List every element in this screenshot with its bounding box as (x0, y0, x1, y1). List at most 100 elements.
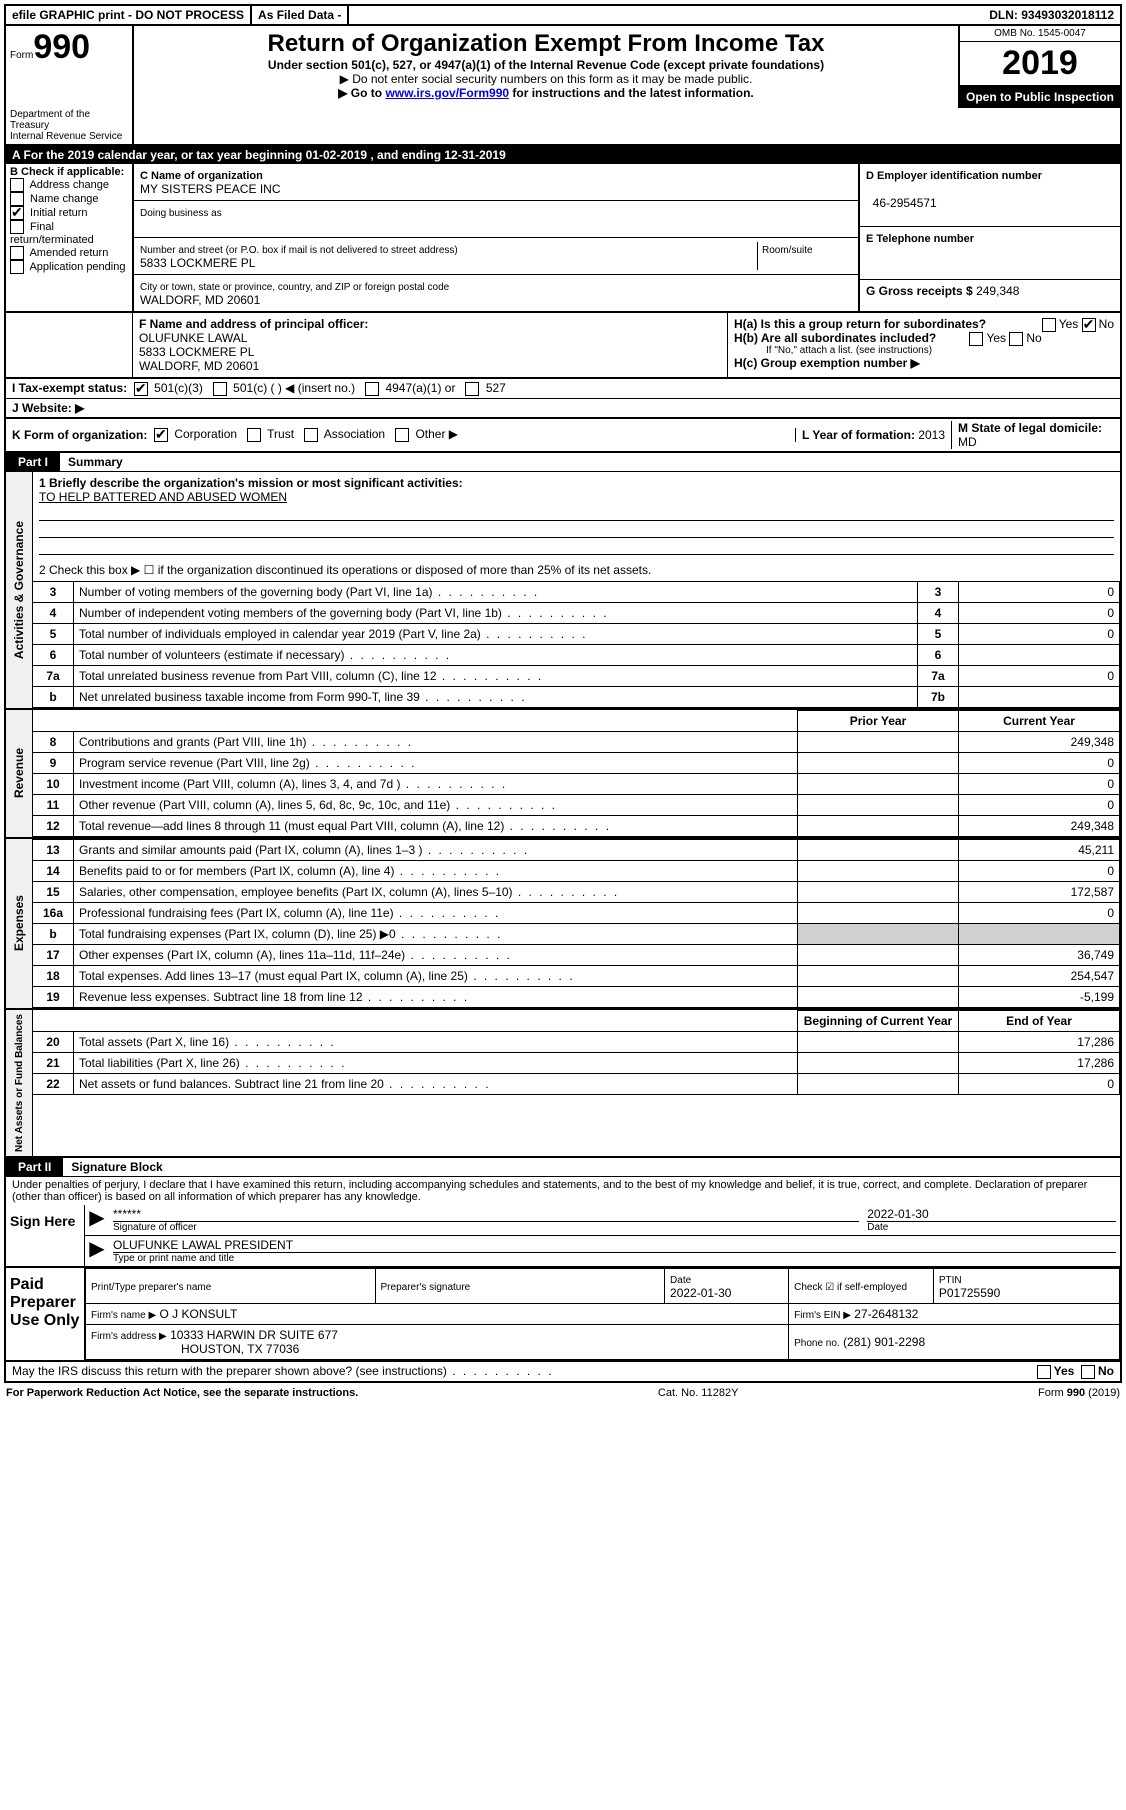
b-checkbox[interactable] (10, 178, 24, 192)
i-checkbox[interactable] (134, 382, 148, 396)
form-header: Form990 Return of Organization Exempt Fr… (4, 26, 1122, 108)
city-state-zip: WALDORF, MD 20601 (140, 293, 260, 307)
g-label: G Gross receipts $ (866, 284, 973, 298)
dept-row: Department of the Treasury Internal Reve… (4, 107, 1122, 146)
firm-addr: 10333 HARWIN DR SUITE 677 (170, 1328, 338, 1342)
q1-label: 1 Briefly describe the organization's mi… (39, 476, 463, 490)
hb-no-checkbox[interactable] (1009, 332, 1023, 346)
tax-year: 2019 (960, 41, 1120, 86)
room-label: Room/suite (762, 245, 813, 256)
part2-tab: Part II (6, 1158, 63, 1176)
perjury-text: Under penalties of perjury, I declare th… (4, 1177, 1122, 1205)
discuss-yes-checkbox[interactable] (1037, 1365, 1051, 1379)
city-label: City or town, state or province, country… (140, 282, 449, 293)
i-checkbox[interactable] (365, 382, 379, 396)
org-name: MY SISTERS PEACE INC (140, 182, 280, 196)
k-checkbox[interactable] (154, 428, 168, 442)
row-klm: K Form of organization: Corporation Trus… (4, 419, 1122, 453)
b-label: B Check if applicable: (10, 166, 128, 178)
ha-no-checkbox[interactable] (1082, 318, 1096, 332)
vtab-expenses: Expenses (10, 891, 28, 955)
vtab-netassets: Net Assets or Fund Balances (12, 1010, 27, 1156)
revenue-section: Revenue Prior YearCurrent Year8Contribut… (4, 710, 1122, 839)
sig-date: 2022-01-30 (867, 1207, 1116, 1222)
i-checkbox[interactable] (465, 382, 479, 396)
asfiled-label: As Filed Data - (252, 6, 349, 24)
note-ssn: ▶ Do not enter social security numbers o… (138, 72, 954, 86)
top-bar: efile GRAPHIC print - DO NOT PROCESS As … (4, 4, 1122, 26)
ha-label: H(a) Is this a group return for subordin… (734, 317, 986, 331)
ha-yes-checkbox[interactable] (1042, 318, 1056, 332)
hb-label: H(b) Are all subordinates included? (734, 331, 936, 345)
paid-preparer-label: Paid Preparer Use Only (6, 1268, 84, 1360)
b-item: Address change (10, 178, 128, 192)
form-number: 990 (33, 28, 90, 66)
dln: DLN: 93493032018112 (983, 6, 1120, 24)
q2-label: 2 Check this box ▶ ☐ if the organization… (33, 559, 1120, 581)
k-checkbox[interactable] (395, 428, 409, 442)
officer-name-title: OLUFUNKE LAWAL PRESIDENT (113, 1238, 1116, 1253)
irs-link[interactable]: www.irs.gov/Form990 (385, 86, 509, 100)
row-j: J Website: ▶ (4, 399, 1122, 419)
b-checkbox[interactable] (10, 220, 24, 234)
discuss-no-checkbox[interactable] (1081, 1365, 1095, 1379)
omb-number: OMB No. 1545-0047 (960, 26, 1120, 41)
form-prefix: Form (10, 50, 33, 61)
open-inspection: Open to Public Inspection (960, 86, 1120, 108)
form-subtitle: Under section 501(c), 527, or 4947(a)(1)… (138, 58, 954, 72)
prep-sig-label: Preparer's signature (381, 1282, 471, 1293)
row-a-tax-year: A For the 2019 calendar year, or tax yea… (4, 146, 1122, 164)
sign-here-label: Sign Here (6, 1205, 84, 1266)
hb-yes-checkbox[interactable] (969, 332, 983, 346)
b-checkbox[interactable] (10, 260, 24, 274)
part2-header: Part II Signature Block (4, 1158, 1122, 1177)
dba-label: Doing business as (140, 208, 222, 219)
c-label: C Name of organization (140, 170, 263, 182)
part1-title: Summary (60, 453, 131, 471)
b-item: Name change (10, 192, 128, 206)
l-val: 2013 (918, 428, 945, 442)
firm-city: HOUSTON, TX 77036 (91, 1342, 299, 1356)
b-item: Final return/terminated (10, 220, 128, 246)
section-fh: F Name and address of principal officer:… (4, 313, 1122, 379)
i-checkbox[interactable] (213, 382, 227, 396)
section-bcdeg: B Check if applicable: Address change Na… (4, 164, 1122, 313)
b-checkbox[interactable] (10, 246, 24, 260)
part1-tab: Part I (6, 453, 60, 471)
paid-preparer-section: Paid Preparer Use Only Print/Type prepar… (4, 1268, 1122, 1362)
street-address: 5833 LOCKMERE PL (140, 256, 255, 270)
q1-answer: TO HELP BATTERED AND ABUSED WOMEN (39, 490, 287, 504)
b-checkbox[interactable] (10, 206, 24, 220)
officer-sig: ****** (113, 1207, 859, 1222)
part2-title: Signature Block (63, 1158, 170, 1176)
hc-label: H(c) Group exemption number ▶ (734, 356, 920, 370)
firm-ein: 27-2648132 (854, 1307, 918, 1321)
b-item: Amended return (10, 246, 128, 260)
e-label: E Telephone number (866, 233, 974, 245)
footer-mid: Cat. No. 11282Y (658, 1387, 739, 1399)
vtab-revenue: Revenue (10, 744, 28, 802)
officer-addr1: 5833 LOCKMERE PL (139, 345, 254, 359)
efile-notice: efile GRAPHIC print - DO NOT PROCESS (6, 6, 252, 24)
h-note: If "No," attach a list. (see instruction… (734, 345, 1114, 356)
form-title: Return of Organization Exempt From Incom… (138, 30, 954, 58)
discuss-row: May the IRS discuss this return with the… (4, 1362, 1122, 1383)
officer-addr2: WALDORF, MD 20601 (139, 359, 259, 373)
i-label: I Tax-exempt status: (12, 381, 127, 395)
prep-date: 2022-01-30 (670, 1286, 731, 1300)
k-checkbox[interactable] (247, 428, 261, 442)
footer-left: For Paperwork Reduction Act Notice, see … (6, 1387, 358, 1399)
officer-name: OLUFUNKE LAWAL (139, 331, 247, 345)
k-checkbox[interactable] (304, 428, 318, 442)
prep-name-label: Print/Type preparer's name (91, 1282, 211, 1293)
self-employed: Check ☑ if self-employed (794, 1282, 907, 1293)
expenses-section: Expenses 13Grants and similar amounts pa… (4, 839, 1122, 1010)
firm-phone: (281) 901-2298 (843, 1335, 925, 1349)
m-label: M State of legal domicile: (958, 421, 1102, 435)
row-i: I Tax-exempt status: 501(c)(3) 501(c) ( … (4, 379, 1122, 399)
f-label: F Name and address of principal officer: (139, 317, 368, 331)
governance-section: Activities & Governance 1 Briefly descri… (4, 472, 1122, 710)
footer-right: Form 990 (2019) (1038, 1387, 1120, 1399)
gross-receipts: 249,348 (976, 284, 1019, 298)
b-item: Initial return (10, 206, 128, 220)
